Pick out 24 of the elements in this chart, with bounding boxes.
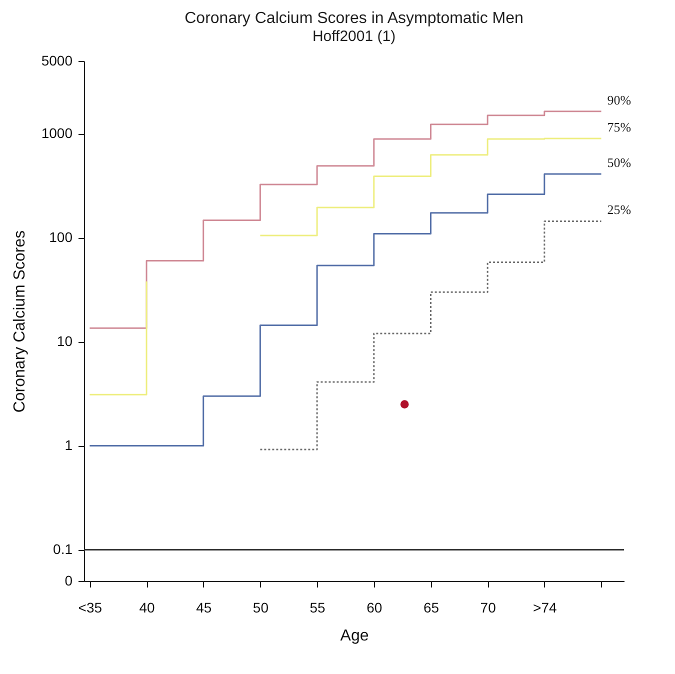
series-label: 90% <box>607 92 632 108</box>
y-tick-label: 100 <box>49 229 73 246</box>
y-tick-label: 0 <box>64 572 73 588</box>
x-tick-label: 50 <box>252 600 269 616</box>
x-tick-label: 45 <box>196 600 212 616</box>
x-axis-title: Age <box>340 628 369 644</box>
chart-title: Coronary Calcium Scores in Asymptomatic Men <box>184 10 524 27</box>
y-axis-title: Coronary Calcium Scores <box>11 230 28 413</box>
x-tick-label: 40 <box>139 600 156 616</box>
x-tick-label: 60 <box>366 600 382 616</box>
series-label: 50% <box>607 154 632 170</box>
x-tick-label: 70 <box>480 600 496 616</box>
y-tick-label: 0.1 <box>53 541 73 558</box>
series-label: 75% <box>607 119 632 134</box>
x-tick-label: <35 <box>78 600 102 616</box>
y-tick-label: 1000 <box>41 125 73 142</box>
y-tick-label: 1 <box>64 437 73 454</box>
x-tick-label: 55 <box>310 600 326 616</box>
chart-subtitle: Hoff2001 (1) <box>312 28 396 45</box>
y-tick-label: 5000 <box>41 52 73 68</box>
y-tick-label: 10 <box>56 333 73 350</box>
x-tick-label: 65 <box>423 600 440 616</box>
x-tick-label: >74 <box>533 600 558 616</box>
series-label: 25% <box>607 202 632 218</box>
